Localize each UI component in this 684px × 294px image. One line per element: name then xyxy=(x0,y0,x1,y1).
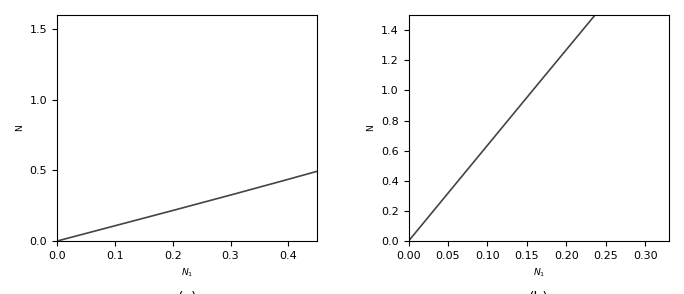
X-axis label: $N_1$: $N_1$ xyxy=(181,266,194,279)
Text: (b): (b) xyxy=(529,291,549,294)
Y-axis label: N: N xyxy=(367,125,376,131)
Y-axis label: N: N xyxy=(15,125,24,131)
Text: (a): (a) xyxy=(177,291,197,294)
X-axis label: $N_1$: $N_1$ xyxy=(533,266,545,279)
